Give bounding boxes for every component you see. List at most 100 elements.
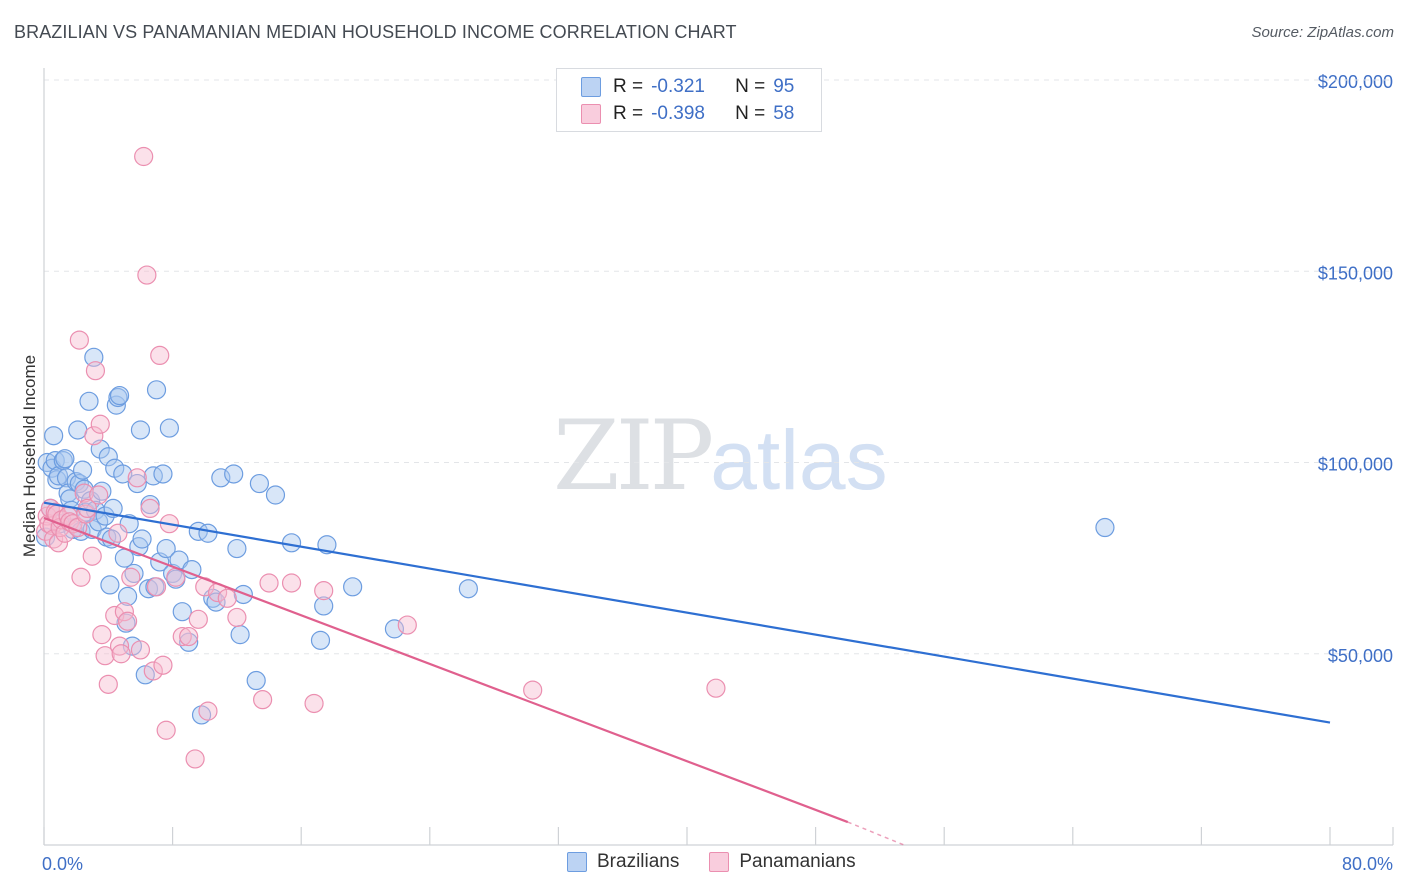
legend-r-value-panamanians: -0.398 bbox=[651, 103, 705, 124]
x-tick-label-min: 0.0% bbox=[42, 854, 83, 874]
legend-swatch-panamanians bbox=[581, 104, 601, 124]
panamanian-point bbox=[137, 265, 157, 285]
y-tick-label: $100,000 bbox=[1318, 455, 1393, 475]
brazilian-point bbox=[156, 538, 176, 559]
panamanian-point bbox=[134, 146, 154, 167]
panamanian-point bbox=[84, 426, 104, 446]
series-swatch-brazilians bbox=[567, 852, 587, 872]
panamanian-point bbox=[188, 609, 208, 629]
brazilian-point bbox=[109, 385, 130, 406]
panamanian-point bbox=[304, 693, 324, 714]
panamanian-point bbox=[227, 607, 247, 628]
brazilian-point bbox=[117, 586, 138, 606]
panamanian-trend-extension bbox=[847, 821, 905, 846]
panamanian-point bbox=[109, 636, 130, 656]
panamanian-point bbox=[111, 644, 131, 664]
panamanian-point bbox=[90, 414, 110, 434]
panamanian-point bbox=[253, 690, 273, 710]
brazilian-point bbox=[206, 592, 226, 612]
panamanian-point bbox=[281, 573, 302, 593]
panamanian-point bbox=[150, 345, 170, 365]
brazilian-point bbox=[310, 630, 331, 650]
panamanian-point bbox=[127, 468, 147, 488]
y-tick-label: $200,000 bbox=[1318, 72, 1393, 92]
series-swatch-panamanians bbox=[709, 852, 730, 872]
brazilian-point bbox=[143, 466, 163, 486]
brazilian-point bbox=[146, 380, 167, 400]
brazilian-point bbox=[130, 420, 151, 440]
correlation-legend: R = -0.321 N = 95 R = -0.398 N = 58 bbox=[556, 68, 822, 132]
brazilian-point bbox=[55, 449, 75, 469]
series-label-panamanians: Panamanians bbox=[739, 851, 856, 872]
watermark: ZIPatlas bbox=[553, 400, 888, 512]
panamanian-trend-line bbox=[43, 516, 849, 824]
source-label: Source: ZipAtlas.com bbox=[1251, 24, 1394, 41]
panamanian-point bbox=[146, 577, 167, 597]
brazilian-point bbox=[246, 670, 266, 691]
brazilian-point bbox=[100, 575, 120, 595]
panamanian-point bbox=[143, 661, 163, 681]
y-tick-label: $50,000 bbox=[1328, 646, 1393, 666]
brazilian-point bbox=[227, 538, 247, 559]
panamanian-point bbox=[156, 720, 176, 740]
panamanian-point bbox=[48, 533, 69, 553]
brazilian-point bbox=[153, 464, 173, 484]
brazilian-point bbox=[79, 391, 99, 411]
panamanian-point bbox=[217, 588, 237, 608]
series-legend: Brazilians Panamanians bbox=[567, 851, 886, 873]
panamanian-point bbox=[172, 626, 192, 647]
brazilian-point bbox=[98, 447, 118, 467]
legend-swatch-brazilians bbox=[581, 77, 601, 97]
brazilian-point bbox=[68, 420, 88, 440]
panamanian-point bbox=[706, 678, 726, 698]
legend-r-label: R = bbox=[613, 76, 644, 97]
legend-r-value-brazilians: -0.321 bbox=[651, 76, 705, 97]
panamanian-point bbox=[92, 625, 112, 645]
brazilian-point bbox=[113, 464, 133, 484]
brazilian-point bbox=[314, 596, 334, 616]
panamanian-point bbox=[69, 330, 89, 350]
brazilian-point bbox=[44, 426, 64, 446]
panamanian-point bbox=[121, 567, 141, 587]
legend-r-label: R = bbox=[613, 103, 644, 124]
legend-n-value-panamanians: 58 bbox=[773, 103, 795, 124]
panamanian-point bbox=[130, 640, 151, 660]
x-tick-label-max: 80.0% bbox=[1342, 854, 1393, 874]
series-legend-panamanians[interactable]: Panamanians bbox=[709, 851, 856, 873]
panamanian-point bbox=[71, 567, 91, 587]
brazilian-point bbox=[224, 464, 244, 484]
legend-n-value-brazilians: 95 bbox=[773, 76, 795, 97]
legend-row-panamanians: R = -0.398 N = 58 bbox=[581, 102, 794, 126]
series-brazilian bbox=[36, 347, 1115, 725]
watermark-atlas: atlas bbox=[710, 413, 888, 507]
panamanian-point bbox=[85, 361, 106, 381]
brazilian-point bbox=[159, 418, 179, 438]
watermark-zip: ZIP bbox=[553, 400, 714, 512]
panamanian-point bbox=[95, 646, 115, 666]
panamanian-point bbox=[523, 680, 543, 700]
chart-title: BRAZILIAN VS PANAMANIAN MEDIAN HOUSEHOLD… bbox=[14, 22, 737, 42]
panamanian-point bbox=[108, 523, 128, 543]
brazilian-point bbox=[211, 468, 231, 488]
panamanian-point bbox=[185, 749, 205, 769]
legend-n-label: N = bbox=[735, 76, 766, 97]
brazilian-point bbox=[343, 577, 363, 597]
legend-row-brazilians: R = -0.321 N = 95 bbox=[581, 75, 794, 99]
panamanian-point bbox=[397, 615, 417, 635]
panamanian-point bbox=[82, 546, 102, 566]
brazilian-point bbox=[45, 450, 65, 471]
panamanian-point bbox=[89, 485, 109, 505]
panamanian-point bbox=[140, 498, 160, 518]
brazilian-point bbox=[230, 625, 250, 645]
series-legend-brazilians[interactable]: Brazilians bbox=[567, 851, 679, 873]
panamanian-point bbox=[259, 573, 279, 593]
brazilian-point bbox=[384, 619, 405, 639]
panamanian-point bbox=[153, 655, 173, 675]
legend-n-label: N = bbox=[735, 103, 766, 124]
panamanian-point bbox=[198, 701, 218, 721]
y-tick-label: $150,000 bbox=[1318, 263, 1393, 283]
panamanian-point bbox=[117, 611, 138, 631]
brazilian-point bbox=[48, 466, 69, 486]
brazilian-point bbox=[458, 579, 478, 599]
